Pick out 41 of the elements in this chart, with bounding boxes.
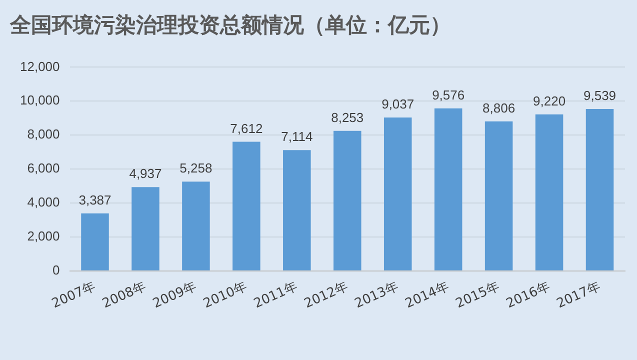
y-tick-label: 2,000 xyxy=(27,228,60,244)
data-label: 7,114 xyxy=(281,129,313,144)
x-tick-label: 2010年 xyxy=(201,279,250,312)
data-label: 7,612 xyxy=(230,120,263,136)
data-label: 8,806 xyxy=(482,100,516,116)
bar xyxy=(334,130,362,270)
chart-title: 全国环境污染治理投资总额情况（单位：亿元） xyxy=(9,13,451,38)
x-tick-label: 2011年 xyxy=(252,279,300,312)
x-tick-label: 2008年 xyxy=(100,279,148,312)
bar xyxy=(484,121,513,270)
bar xyxy=(132,187,160,270)
y-tick-label: 4,000 xyxy=(27,194,60,210)
data-label: 9,037 xyxy=(382,96,414,112)
data-label: 9,220 xyxy=(533,93,566,108)
data-label: 3,387 xyxy=(78,192,112,208)
data-label: 9,539 xyxy=(583,88,616,104)
x-tick-label: 2015年 xyxy=(454,279,502,312)
y-tick-label: 6,000 xyxy=(27,160,60,176)
data-label: 8,253 xyxy=(331,110,364,125)
data-label: 4,937 xyxy=(129,166,162,182)
bar xyxy=(434,108,462,270)
x-tick-label: 2007年 xyxy=(50,279,98,312)
bar xyxy=(586,108,614,270)
x-tick-label: 2009年 xyxy=(150,279,199,312)
y-tick-label: 12,000 xyxy=(20,58,60,74)
x-tick-label: 2014年 xyxy=(403,279,452,312)
data-label: 5,258 xyxy=(180,160,212,176)
bar xyxy=(384,118,412,270)
x-tick-label: 2016年 xyxy=(504,279,552,312)
y-tick-label: 8,000 xyxy=(27,126,60,142)
bar xyxy=(283,150,311,270)
y-tick-label: 0 xyxy=(52,262,60,278)
bar xyxy=(182,182,210,270)
bar xyxy=(232,142,260,270)
x-tick-label: 2012年 xyxy=(302,279,350,312)
bar xyxy=(535,114,564,270)
x-tick-label: 2013年 xyxy=(352,279,401,312)
bar xyxy=(81,213,109,270)
y-tick-label: 10,000 xyxy=(20,92,60,108)
x-tick-label: 2017年 xyxy=(554,279,603,312)
data-label: 9,576 xyxy=(432,87,465,102)
